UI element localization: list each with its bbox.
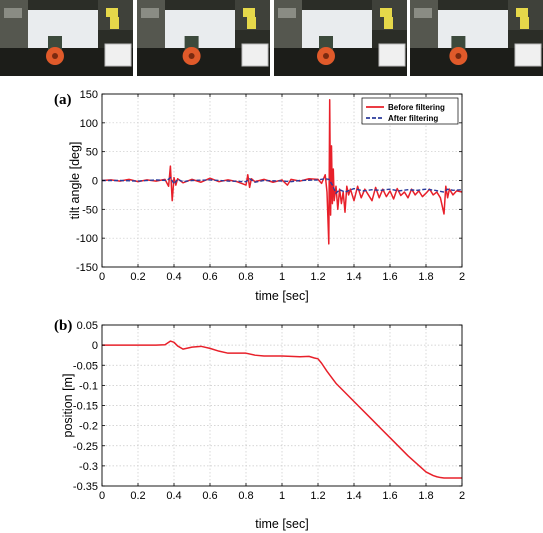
photo-strip bbox=[0, 0, 543, 76]
y-tick-label: 0.05 bbox=[77, 320, 98, 332]
white-board bbox=[302, 10, 372, 52]
photo-scene bbox=[410, 0, 543, 76]
yellow-marker bbox=[380, 8, 392, 17]
white-board bbox=[165, 10, 235, 52]
y-tick-label: 0 bbox=[92, 340, 98, 352]
x-tick-label: 0 bbox=[99, 490, 105, 502]
y-tick-label: -0.2 bbox=[79, 421, 98, 433]
y-tick-label: -0.1 bbox=[79, 380, 98, 392]
y-tick-label: 0 bbox=[92, 176, 98, 188]
y-tick-label: 50 bbox=[86, 147, 98, 159]
yellow-marker bbox=[520, 17, 529, 29]
shelf-equipment bbox=[414, 8, 432, 18]
x-axis-label: time [sec] bbox=[255, 289, 309, 303]
x-tick-label: 0.8 bbox=[238, 490, 253, 502]
x-tick-label: 0.2 bbox=[130, 271, 145, 283]
yellow-marker bbox=[110, 17, 119, 29]
y-tick-label: -0.35 bbox=[73, 481, 98, 493]
white-board bbox=[28, 10, 98, 52]
x-tick-label: 2 bbox=[459, 490, 465, 502]
photo-frame-3 bbox=[274, 0, 407, 76]
photo-scene bbox=[0, 0, 133, 76]
y-tick-label: -0.25 bbox=[73, 441, 98, 453]
x-tick-label: 1.8 bbox=[418, 271, 433, 283]
y-tick-label: -100 bbox=[76, 233, 98, 245]
y-tick-label: 150 bbox=[80, 89, 98, 101]
y-tick-label: -0.3 bbox=[79, 461, 98, 473]
panel-label: (b) bbox=[54, 318, 72, 334]
position-chart: 0 0.2 0.4 0.6 0.8 1 1.2 1.4 1.6 1.8 2 -0.35 -0.3 -0.2… bbox=[54, 318, 465, 531]
x-tick-label: 0.4 bbox=[166, 490, 181, 502]
shelf-equipment bbox=[4, 8, 22, 18]
photo-frame-4 bbox=[410, 0, 543, 76]
yellow-marker bbox=[106, 8, 118, 17]
series-line-before-filtering bbox=[101, 99, 463, 245]
robot-wheel-hub bbox=[52, 53, 58, 59]
x-tick-label: 1.8 bbox=[418, 490, 433, 502]
yellow-marker bbox=[384, 17, 393, 29]
white-box bbox=[514, 43, 542, 67]
shelf-equipment bbox=[141, 8, 159, 18]
photo-scene bbox=[274, 0, 407, 76]
white-box bbox=[378, 43, 406, 67]
x-tick-label: 0.2 bbox=[130, 490, 145, 502]
y-tick-label: -150 bbox=[76, 262, 98, 274]
white-board bbox=[438, 10, 508, 52]
y-tick-label: -50 bbox=[82, 204, 98, 216]
series-line-series-1 bbox=[102, 340, 462, 479]
x-tick-label: 0.6 bbox=[202, 271, 217, 283]
y-tick-label: -0.05 bbox=[73, 360, 98, 372]
x-tick-label: 0.4 bbox=[166, 271, 181, 283]
x-tick-label: 1 bbox=[279, 490, 285, 502]
x-tick-label: 0.8 bbox=[238, 271, 253, 283]
yellow-marker bbox=[243, 8, 255, 17]
photo-frame-1 bbox=[0, 0, 133, 76]
legend-label: Before filtering bbox=[388, 103, 445, 112]
x-tick-label: 1.6 bbox=[382, 271, 397, 283]
y-tick-label: -0.15 bbox=[73, 401, 98, 413]
x-tick-label: 1.2 bbox=[310, 490, 325, 502]
x-tick-label: 0.6 bbox=[202, 490, 217, 502]
robot-wheel-hub bbox=[323, 53, 329, 59]
yellow-marker bbox=[247, 17, 256, 29]
x-tick-label: 1.2 bbox=[310, 271, 325, 283]
robot-wheel-hub bbox=[455, 53, 462, 59]
series-line-after-filtering bbox=[102, 176, 463, 194]
yellow-marker bbox=[516, 8, 528, 17]
shelf-equipment bbox=[278, 8, 296, 18]
tilt-angle-chart: 0 0.2 0.4 0.6 0.8 1 1.2 1.4 1.6 1.8 2 -150 -100 -50 0 5… bbox=[54, 89, 465, 303]
x-tick-label: 0 bbox=[99, 271, 105, 283]
photo-frame-2 bbox=[137, 0, 270, 76]
robot-wheel-hub bbox=[188, 53, 195, 59]
y-axis-label: tilt angle [deg] bbox=[68, 142, 82, 220]
white-box bbox=[104, 43, 132, 67]
y-tick-label: 100 bbox=[80, 118, 98, 130]
x-axis-label: time [sec] bbox=[255, 517, 309, 531]
x-tick-label: 1.4 bbox=[346, 271, 361, 283]
panel-label: (a) bbox=[54, 92, 72, 108]
x-tick-label: 2 bbox=[459, 271, 465, 283]
x-tick-label: 1.6 bbox=[382, 490, 397, 502]
x-tick-label: 1.4 bbox=[346, 490, 361, 502]
legend-label: After filtering bbox=[388, 114, 438, 123]
photo-scene bbox=[137, 0, 270, 76]
y-axis-label: position [m] bbox=[61, 374, 75, 438]
legend-box bbox=[361, 97, 459, 125]
x-tick-label: 1 bbox=[279, 271, 285, 283]
white-box bbox=[241, 43, 269, 67]
